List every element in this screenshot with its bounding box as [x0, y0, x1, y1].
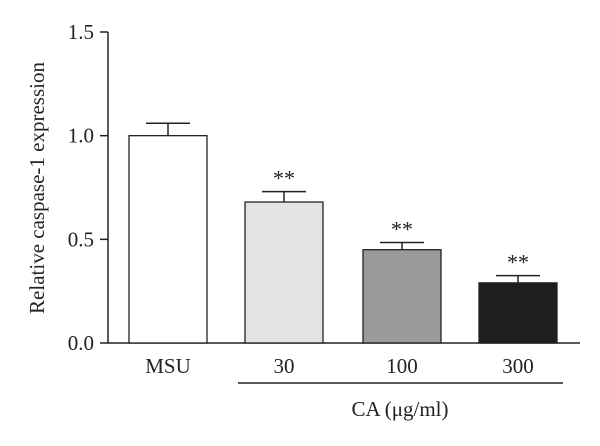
y-axis: 0.0 0.5 1.0 1.5 — [68, 20, 109, 355]
y-tick-label: 0.5 — [68, 227, 94, 251]
bar-100 — [362, 249, 442, 344]
significance-marker: ** — [273, 166, 295, 191]
y-tick-label: 1.5 — [68, 20, 94, 44]
y-tick-label: 0.0 — [68, 331, 94, 355]
group-label: CA (μg/ml) — [351, 397, 448, 421]
error-bars — [146, 122, 540, 283]
bar-300 — [478, 282, 558, 344]
x-tick-label: 300 — [502, 354, 534, 378]
significance-marker: ** — [507, 250, 529, 275]
bar-MSU — [128, 135, 208, 344]
y-tick-label: 1.0 — [68, 124, 94, 148]
significance-marker: ** — [391, 216, 413, 241]
y-axis-label: Relative caspase-1 expression — [25, 62, 49, 314]
bars — [128, 135, 558, 344]
x-tick-label: 30 — [274, 354, 295, 378]
x-tick-labels: MSU 30 100 300 — [145, 354, 534, 378]
group-annotation: CA (μg/ml) — [238, 382, 563, 421]
significance-markers: ** ** ** — [273, 166, 529, 275]
x-tick-label: MSU — [145, 354, 191, 378]
x-tick-label: 100 — [386, 354, 418, 378]
bar-30 — [244, 201, 324, 344]
